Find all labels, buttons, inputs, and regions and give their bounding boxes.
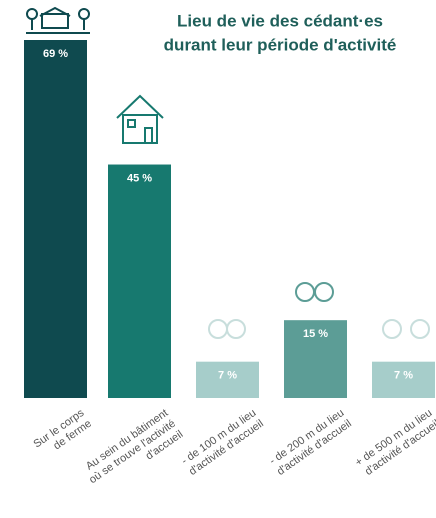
- farm-icon: [26, 6, 90, 34]
- value-label: 15 %: [303, 328, 328, 340]
- value-label: 7 %: [394, 370, 413, 382]
- chart-title: Lieu de vie des cédant·es: [177, 11, 383, 30]
- value-label: 7 %: [218, 370, 237, 382]
- bar: [372, 361, 435, 398]
- bar: [284, 320, 347, 398]
- value-label: 69 %: [43, 48, 68, 60]
- pin-icon: [382, 319, 430, 339]
- value-label: 45 %: [127, 172, 152, 184]
- pin-icon: [208, 319, 246, 339]
- chart-title: durant leur période d'activité: [164, 35, 397, 54]
- bar: [108, 164, 171, 398]
- pin-icon: [295, 282, 334, 302]
- house-icon: [116, 94, 164, 144]
- bar: [24, 40, 87, 398]
- bar: [196, 361, 259, 398]
